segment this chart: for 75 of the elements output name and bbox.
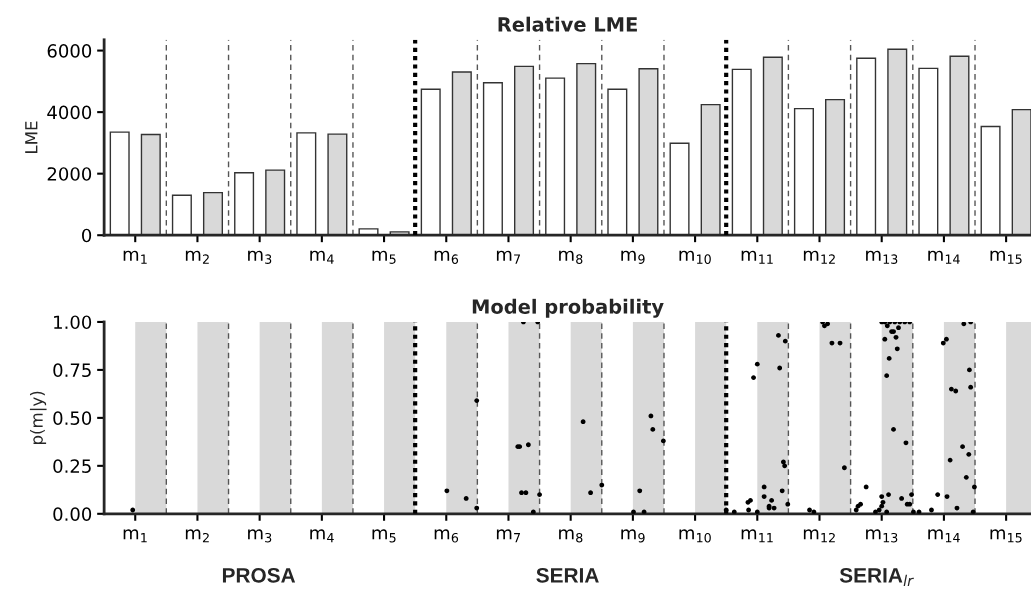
bar [700,103,721,236]
text: SERIA [536,567,599,583]
y-tick-label: 0.50 [53,411,92,425]
y-tick-label: 0 [82,228,92,243]
x-tick-label: m$_{12}$ [803,529,835,543]
x-tick-label: m$_{11}$ [741,529,773,543]
x-tick-label: m$_{6}$ [434,250,459,264]
x-tick-label: m$_{4}$ [310,250,334,264]
x-tick-label: m$_{5}$ [372,250,396,264]
bar [856,57,877,236]
x-tick-label: m$_{9}$ [621,529,645,543]
bar [140,133,161,236]
x-tick-label: m$_{14}$ [928,250,960,264]
x-tick-label: m$_{2}$ [185,529,209,543]
bar [482,82,503,236]
x-tick-label: m$_{7}$ [496,250,521,264]
bar [669,142,690,236]
bar [918,67,939,236]
x-tick-label: m$_{1}$ [123,529,147,543]
x-tick-label: m$_{10}$ [679,529,711,543]
x-tick-label: m$_{12}$ [803,250,835,264]
x-tick-label: m$_{2}$ [185,250,209,264]
x-tick-label: m$_{15}$ [990,529,1022,543]
x-tick-label: m$_{13}$ [866,529,898,543]
bar [109,131,130,236]
bar [1011,108,1031,236]
y-tick-label: 2000 [47,167,92,181]
x-tick-label: m$_{11}$ [741,250,773,264]
x-tick-label: m$_{13}$ [866,250,898,264]
text: SERIA$_{lr}$ [839,567,914,586]
x-tick-label: m$_{15}$ [990,250,1022,264]
x-tick-label: m$_{8}$ [559,250,583,264]
x-tick-label: m$_{6}$ [434,529,459,543]
bar [202,191,224,236]
x-tick-label: m$_{5}$ [372,529,396,543]
bar [731,68,752,236]
x-tick-label: m$_{3}$ [248,529,272,543]
bar [451,71,472,236]
bar [358,228,379,236]
y-tick-label: 0.75 [53,363,91,378]
bar [887,48,908,236]
bar [545,77,566,236]
bar [949,55,970,236]
y-tick-label: 1.00 [54,315,92,330]
x-tick-label: m$_{8}$ [559,529,583,543]
y-tick-label: 4000 [47,105,92,120]
bar [576,62,597,236]
bar [607,88,628,236]
chart-title: Model probability [472,298,664,318]
bar [171,194,192,236]
y-axis-title: LME [25,121,38,153]
bar [825,98,846,236]
y-axis-title: p(m|y) [29,391,47,445]
chart-title: Relative LME [498,16,637,32]
bar [234,172,255,236]
bar [980,125,1001,236]
x-tick-label: m$_{4}$ [310,529,334,543]
bar [638,68,659,236]
bar [327,133,348,236]
bar [420,88,441,236]
x-tick-label: m$_{9}$ [621,250,645,264]
y-tick-label: 0.25 [53,459,91,473]
y-tick-label: 6000 [47,44,92,58]
x-tick-label: m$_{1}$ [123,250,147,264]
x-tick-label: m$_{3}$ [248,250,272,264]
bar [265,169,286,236]
bar [793,107,814,236]
x-tick-label: m$_{7}$ [496,529,521,543]
y-tick-label: 0.00 [53,507,92,521]
text: PROSA [222,567,296,583]
x-tick-label: m$_{14}$ [928,529,960,543]
bar [296,132,317,236]
bar [762,56,783,236]
bar [513,65,535,236]
x-tick-label: m$_{10}$ [679,250,711,264]
